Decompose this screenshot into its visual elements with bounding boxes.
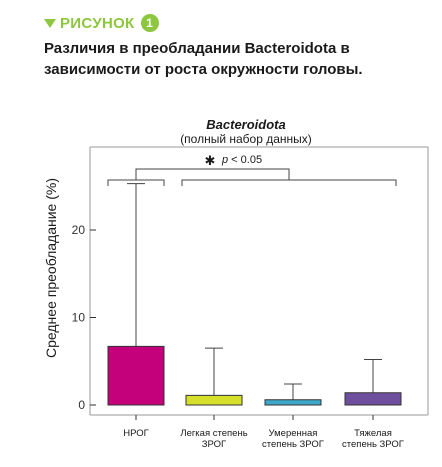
x-tick-label: степень ЗРОГ [342, 439, 404, 450]
x-tick-label: Легкая степень [180, 428, 247, 439]
down-triangle-icon [44, 18, 56, 28]
chart-title: Bacteroidota [206, 117, 285, 132]
figure-number-badge: 1 [140, 14, 159, 32]
y-tick-label: 0 [78, 398, 85, 412]
bar [344, 392, 402, 406]
significance-bracket-right [181, 179, 397, 186]
x-tick-label: Тяжелая [354, 428, 392, 439]
bar [185, 394, 243, 406]
x-tick-label: ЗРОГ [202, 439, 226, 450]
figure-header: РИСУНОК 1 [44, 14, 159, 32]
y-tick-label: 10 [72, 311, 86, 325]
x-tick-label: степень ЗРОГ [262, 439, 324, 450]
figure-title: Различия в преобладании Bacteroidota в з… [44, 40, 363, 78]
chart-subtitle: (полный набор данных) [180, 132, 312, 146]
y-tick-label: 20 [72, 223, 86, 237]
significance-bracket-top [135, 168, 290, 180]
figure-label: РИСУНОК [60, 14, 135, 32]
bar [107, 345, 165, 406]
x-tick-label: Умеренная [269, 428, 318, 439]
p-value-label: p < 0.05 [221, 154, 262, 166]
y-axis-label: Среднее преобладание (%) [43, 178, 59, 358]
x-tick-label: НРОГ [123, 428, 149, 439]
asterisk-icon: ✱ [205, 153, 216, 168]
bar [264, 399, 322, 406]
